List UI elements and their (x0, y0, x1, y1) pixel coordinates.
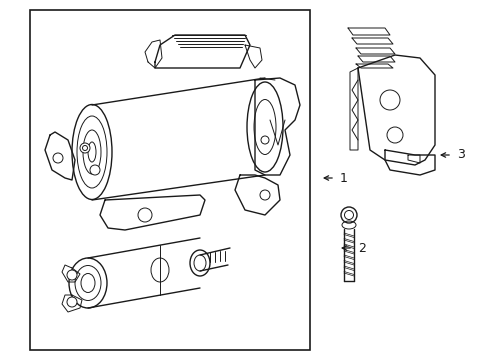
Circle shape (80, 143, 90, 153)
Circle shape (341, 207, 357, 223)
Circle shape (387, 127, 403, 143)
Circle shape (82, 145, 88, 150)
Circle shape (67, 270, 77, 280)
Text: 1: 1 (340, 171, 348, 184)
Bar (30, 10, 310, 350)
Circle shape (344, 211, 353, 220)
Circle shape (138, 208, 152, 222)
Ellipse shape (190, 250, 210, 276)
Circle shape (261, 136, 269, 144)
Circle shape (260, 190, 270, 200)
Circle shape (67, 297, 77, 307)
Circle shape (53, 153, 63, 163)
Text: 3: 3 (457, 148, 465, 162)
Ellipse shape (69, 258, 107, 308)
Text: 2: 2 (358, 242, 366, 255)
Circle shape (90, 165, 100, 175)
Ellipse shape (247, 82, 283, 172)
Circle shape (380, 90, 400, 110)
Ellipse shape (72, 104, 112, 199)
